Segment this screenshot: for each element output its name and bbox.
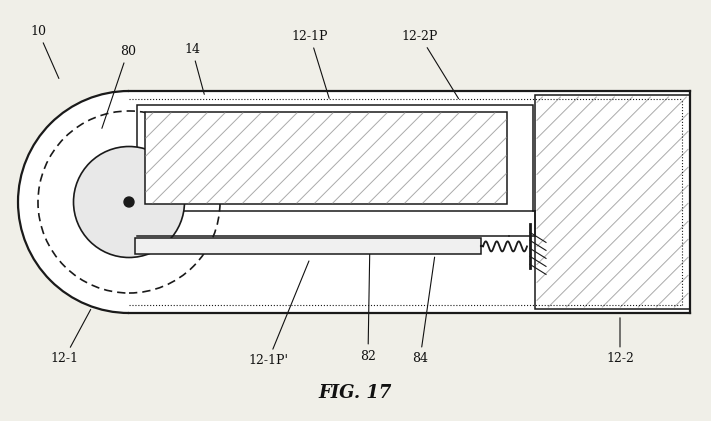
Bar	[135, 238, 481, 254]
Text: 12-2: 12-2	[606, 318, 634, 365]
Bar	[145, 112, 507, 204]
Text: 12-2P: 12-2P	[402, 29, 459, 99]
Text: 12-1P': 12-1P'	[248, 261, 309, 368]
Bar	[129, 91, 690, 313]
Text: 82: 82	[360, 239, 376, 362]
Text: 14: 14	[184, 43, 204, 94]
Circle shape	[73, 147, 184, 258]
Bar	[535, 95, 690, 309]
Text: 12-1: 12-1	[50, 309, 91, 365]
Circle shape	[124, 197, 134, 207]
Text: 10: 10	[30, 24, 59, 78]
Text: 84: 84	[412, 257, 434, 365]
Text: FIG. 17: FIG. 17	[319, 384, 392, 402]
Bar	[137, 105, 533, 211]
Wedge shape	[18, 91, 129, 313]
Text: 12-1P: 12-1P	[292, 29, 329, 99]
Text: 80: 80	[102, 45, 136, 128]
